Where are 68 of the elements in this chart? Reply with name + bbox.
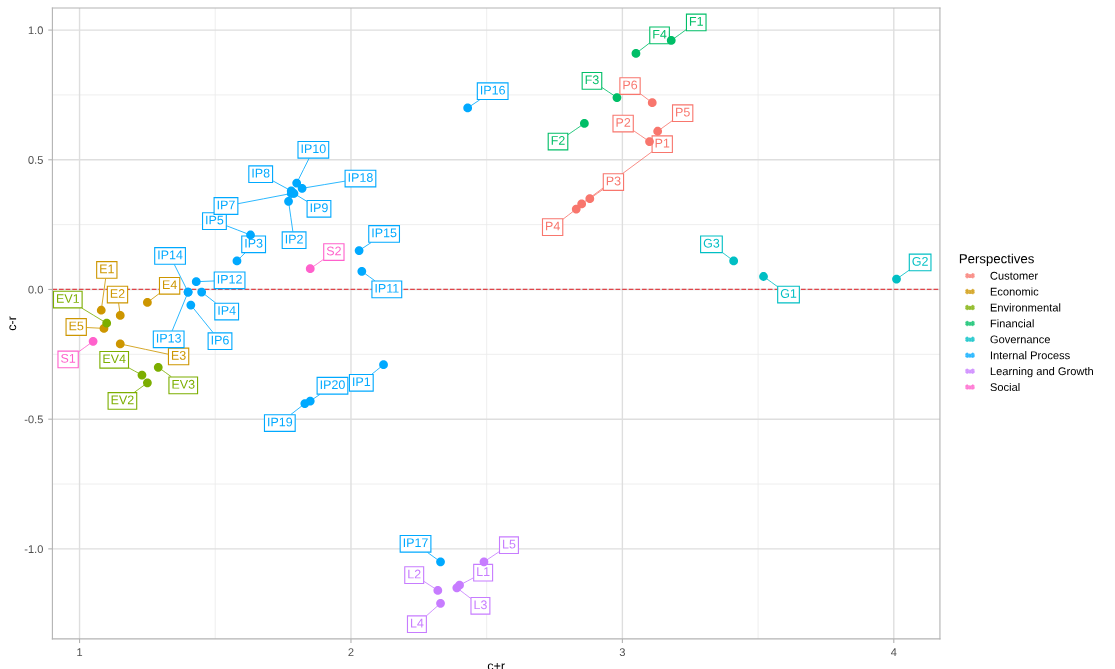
annotation: IP18 [348,173,373,182]
annotation: G2 [912,256,928,266]
annotation: G3 [703,238,720,248]
y-axis-title: c-r [9,316,17,331]
annotation: F1 [689,17,703,26]
annotation: F4 [653,30,667,39]
annotation: E2 [110,289,125,298]
annotation: F2 [551,136,565,145]
annotation: P3 [606,176,621,186]
annotation: IP3 [245,238,263,248]
annotation: P6 [623,80,638,90]
annotation: L3 [474,600,487,610]
annotation: G1 [780,289,797,298]
annotation: EV2 [111,395,134,405]
annotation: P5 [676,107,690,117]
legend-label: Economic [990,287,1039,296]
annotation: IP16 [480,85,505,95]
x-tick-label: 4 [890,648,897,656]
annotation: IP13 [156,333,181,343]
annotation: E5 [69,321,84,331]
annotation: L5 [503,539,516,549]
y-tick-label: 1.0 [28,26,43,35]
y-tick-label: 0.5 [28,156,43,164]
annotation: IP1 [353,377,371,386]
annotation: IP11 [375,284,399,293]
annotation: IP9 [310,203,328,213]
annotation: IP5 [206,215,224,225]
annotation: S1 [61,353,76,363]
annotation: P2 [616,118,631,127]
legend-label: Internal Process [990,351,1070,360]
annotation: L1 [477,567,490,576]
annotation: EV3 [172,379,195,389]
annotation: L2 [408,569,421,579]
legend-label: Social [990,382,1020,392]
annotation: IP7 [217,200,235,210]
annotation: IP15 [372,228,397,238]
annotation: IP8 [252,168,270,178]
legend-label: Customer [990,271,1038,280]
x-tick-label: 2 [348,648,354,656]
annotation: E4 [163,280,177,290]
y-tick-label: -0.5 [24,415,43,424]
legend-title: Perspectives [959,253,1034,266]
y-tick-label: -1.0 [24,545,43,554]
annotation: IP17 [403,538,428,548]
legend-label: Governance [990,335,1050,344]
annotation: F3 [585,75,599,85]
annotation: EV1 [57,294,79,303]
x-tick-label: 3 [619,648,625,657]
annotation: IP10 [301,144,326,154]
x-tick-label: 1 [77,648,83,656]
annotation: IP12 [217,274,242,284]
annotation: IP4 [218,306,236,315]
annotation: IP19 [268,417,293,427]
annotation: EV4 [103,354,126,364]
annotation: IP20 [320,380,345,390]
annotation: P4 [546,221,560,231]
legend-label: Learning and Growth [990,366,1093,378]
annotation: IP14 [158,250,183,260]
legend-label: Environmental [990,303,1061,312]
annotation: S2 [326,246,341,256]
annotation: L4 [411,618,424,628]
annotation: E3 [171,350,186,360]
annotation: IP2 [285,234,303,244]
annotation: IP6 [211,335,229,345]
annotation: P1 [655,138,670,148]
legend-label: Financial [990,319,1034,328]
y-tick-label: 0.0 [28,285,43,294]
annotation: E1 [100,264,114,274]
